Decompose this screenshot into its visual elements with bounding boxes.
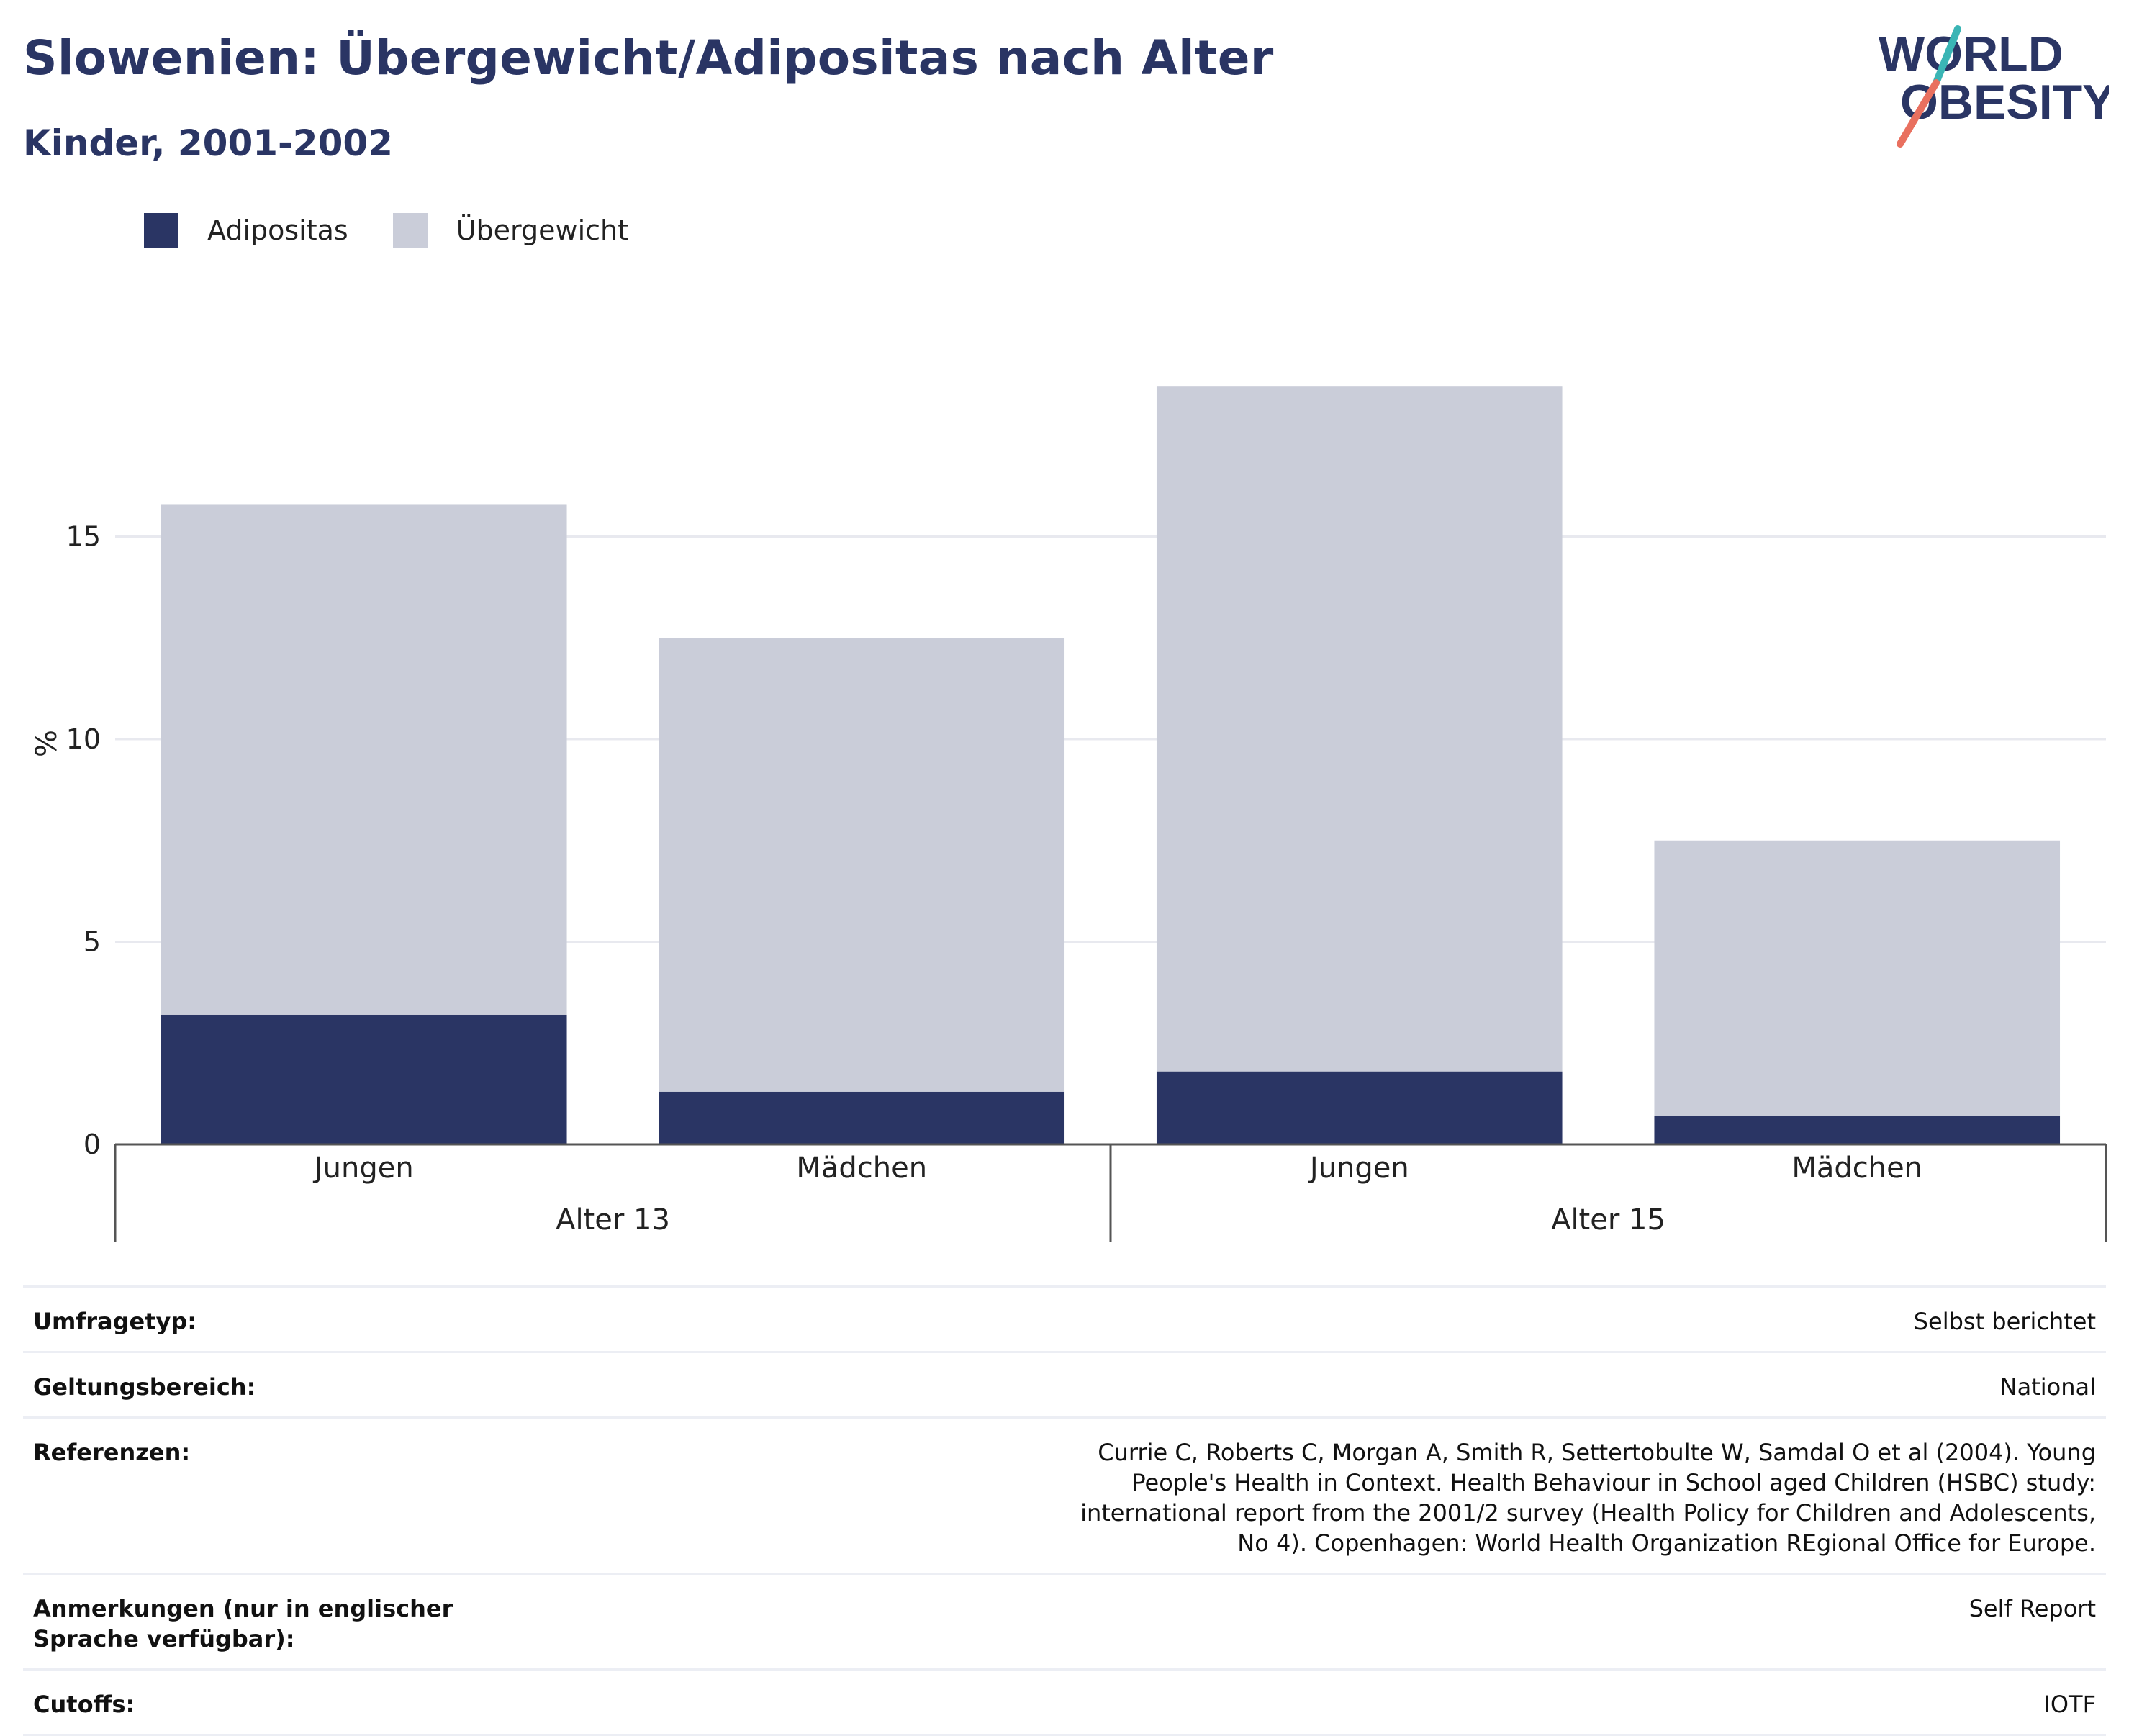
bar-uebergewicht bbox=[1654, 840, 2061, 1116]
chart-title: Slowenien: Übergewicht/Adipositas nach A… bbox=[23, 30, 1274, 86]
y-tick-label: 5 bbox=[83, 926, 101, 958]
info-row: Referenzen: Currie C, Roberts C, Morgan … bbox=[23, 1416, 2106, 1574]
legend-swatch-uebergewicht bbox=[392, 213, 428, 248]
bar-uebergewicht bbox=[659, 638, 1065, 1092]
info-row: Geltungsbereich: National bbox=[23, 1351, 2106, 1418]
legend-item-uebergewicht[interactable]: Übergewicht bbox=[392, 213, 628, 248]
legend-swatch-adipositas bbox=[144, 213, 178, 248]
x-tick-label: Mädchen bbox=[1791, 1152, 1922, 1185]
group-label: Alter 15 bbox=[1551, 1203, 1665, 1237]
bar-adipositas bbox=[1156, 1071, 1563, 1144]
world-obesity-logo: WORLD OBESITY bbox=[1879, 25, 2109, 148]
info-key: Anmerkungen (nur in englischer Sprache v… bbox=[23, 1573, 561, 1670]
legend-item-adipositas[interactable]: Adipositas bbox=[144, 213, 348, 248]
x-tick-label: Jungen bbox=[1308, 1152, 1409, 1185]
info-value: Selbst berichtet bbox=[561, 1285, 2106, 1352]
info-value: Self Report bbox=[561, 1573, 2106, 1670]
logo-line-2: OBESITY bbox=[1900, 75, 2109, 130]
legend-label-adipositas: Adipositas bbox=[207, 214, 348, 246]
bar-chart: 0 5 10 15% Jungen Mädchen Jungen Mädchen Alter 1… bbox=[30, 386, 2107, 1242]
info-table: Umfragetyp: Selbst berichtet Geltungsber… bbox=[23, 1285, 2106, 1736]
bar-adipositas bbox=[1654, 1116, 2061, 1144]
bar-uebergewicht bbox=[161, 504, 567, 1015]
info-value: Currie C, Roberts C, Morgan A, Smith R, … bbox=[561, 1416, 2106, 1574]
info-key: Umfragetyp: bbox=[23, 1285, 561, 1352]
group-label: Alter 13 bbox=[556, 1203, 670, 1237]
logo-slash-teal bbox=[1933, 25, 1961, 86]
legend-label-uebergewicht: Übergewicht bbox=[456, 214, 628, 246]
bar-uebergewicht bbox=[1156, 386, 1563, 1072]
x-tick-label: Mädchen bbox=[796, 1152, 927, 1185]
info-key: Referenzen: bbox=[23, 1416, 561, 1574]
logo-line-1: WORLD bbox=[1879, 27, 2064, 81]
info-key: Geltungsbereich: bbox=[23, 1351, 561, 1418]
info-row: Umfragetyp: Selbst berichtet bbox=[23, 1285, 2106, 1352]
y-axis-label: % bbox=[30, 730, 63, 757]
y-tick-label: 0 bbox=[83, 1129, 101, 1160]
bar-adipositas bbox=[161, 1014, 567, 1144]
bar-adipositas bbox=[659, 1091, 1065, 1144]
x-tick-label: Jungen bbox=[312, 1152, 414, 1185]
info-key: Cutoffs: bbox=[23, 1668, 561, 1736]
chart-subtitle: Kinder, 2001-2002 bbox=[23, 122, 393, 164]
y-tick-label: 15 bbox=[66, 521, 101, 553]
logo-slash-coral bbox=[1897, 79, 1940, 148]
info-row: Anmerkungen (nur in englischer Sprache v… bbox=[23, 1573, 2106, 1670]
info-value: IOTF bbox=[561, 1668, 2106, 1736]
chart-legend: Adipositas Übergewicht bbox=[144, 213, 673, 248]
info-value: National bbox=[561, 1351, 2106, 1418]
info-row: Cutoffs: IOTF bbox=[23, 1668, 2106, 1736]
y-tick-label: 10 bbox=[66, 723, 101, 755]
